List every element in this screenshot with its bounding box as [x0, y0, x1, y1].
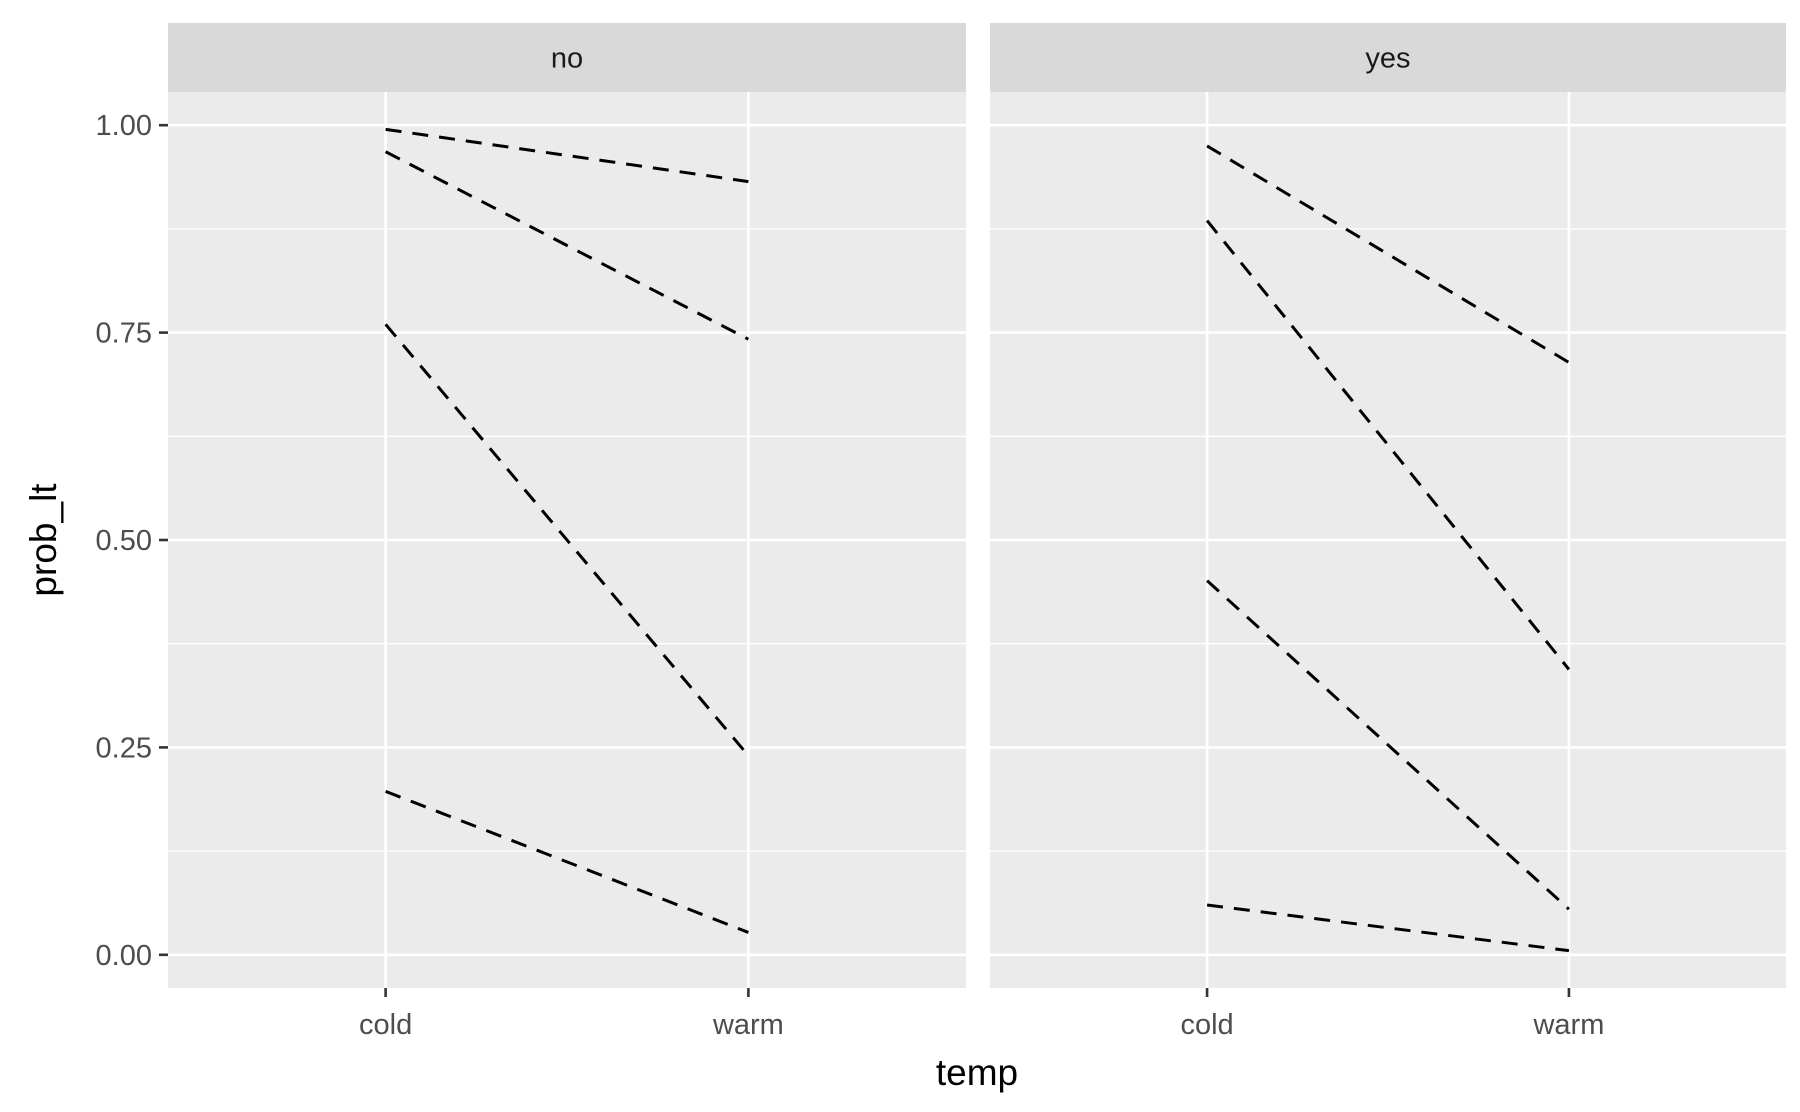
facet-strip-label: yes	[1365, 43, 1410, 75]
x-tick-label: warm	[712, 1009, 784, 1041]
facet-strip	[990, 23, 1786, 92]
facet-strip-label: no	[551, 43, 583, 75]
facet-panel-yes: yes	[990, 23, 1786, 988]
y-tick-label: 0.50	[96, 525, 152, 557]
y-tick-label: 0.00	[96, 940, 152, 972]
x-tick-label: cold	[1180, 1009, 1233, 1041]
y-tick-label: 0.75	[96, 318, 152, 350]
series-line-no-3	[384, 323, 750, 757]
x-tick-label: cold	[359, 1009, 412, 1041]
y-axis-title: prob_lt	[23, 483, 64, 597]
series-line-no-4	[385, 789, 749, 934]
series-line-yes-1	[1206, 144, 1570, 364]
facet-strip	[168, 23, 966, 92]
x-axis-title: temp	[936, 1052, 1018, 1093]
series-line-no-2	[384, 150, 750, 341]
y-tick-label: 1.00	[96, 110, 152, 142]
x-tick-label: warm	[1532, 1009, 1604, 1041]
series-line-yes-2	[1205, 219, 1571, 671]
y-tick-label: 0.25	[96, 732, 152, 764]
x-axis: cold warm cold warm	[359, 988, 1604, 1041]
series-line-yes-3	[1206, 579, 1570, 911]
y-axis: 0.00 0.25 0.50 0.75 1.00	[96, 110, 168, 972]
facet-panel-no: no	[168, 23, 966, 988]
series-line-yes-4	[1206, 903, 1570, 953]
series-line-no-1	[385, 127, 749, 184]
